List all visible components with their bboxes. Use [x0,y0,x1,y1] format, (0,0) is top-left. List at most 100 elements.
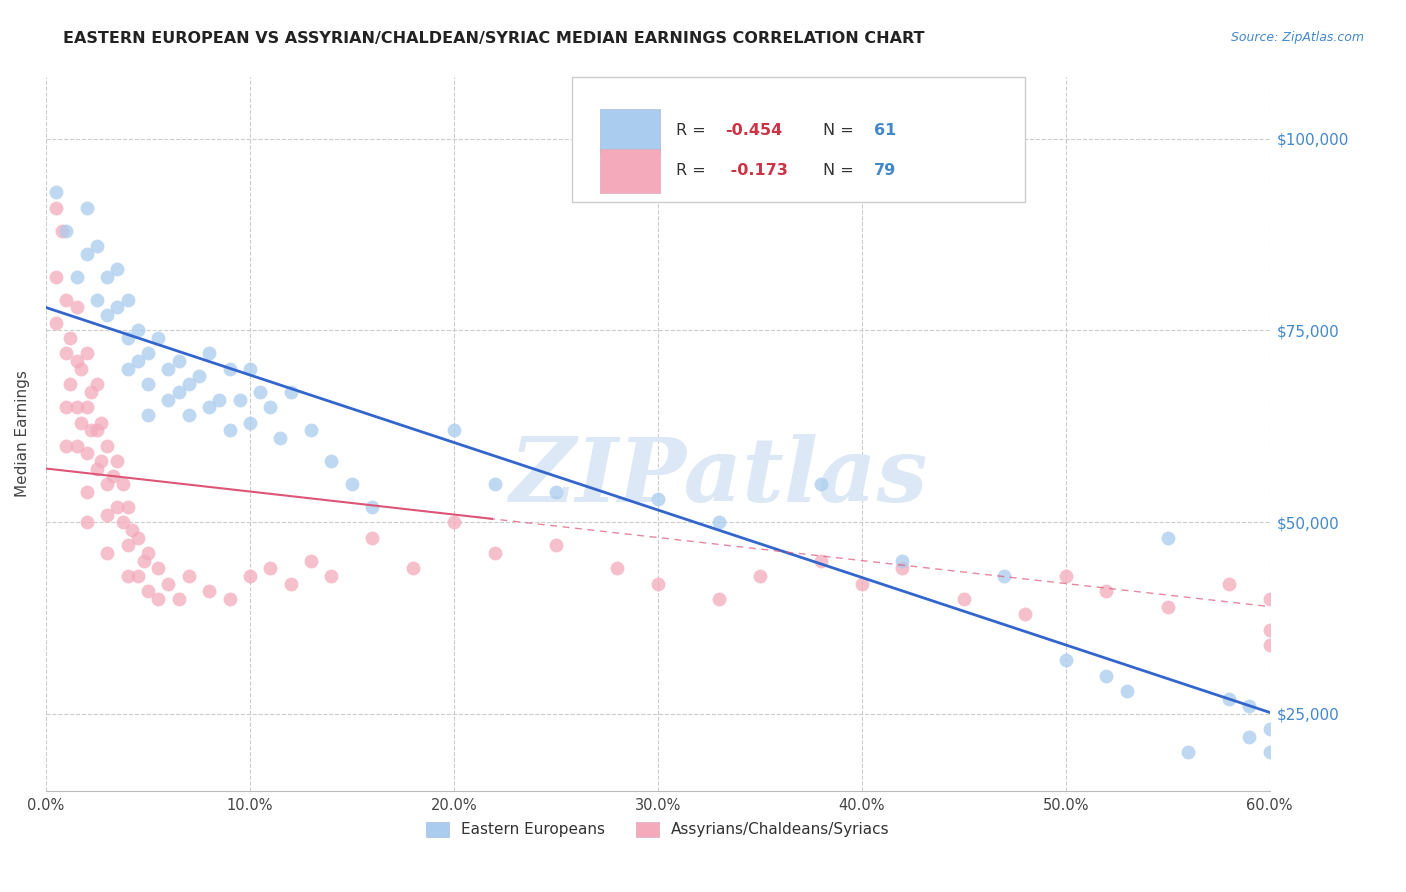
Point [65,354,87,368]
Point [361,531,384,545]
Point [45,269,67,284]
Point [86,239,108,253]
FancyBboxPatch shape [572,78,1025,202]
Point [198,584,221,599]
Point [112,476,135,491]
Point [146,561,169,575]
Text: 79: 79 [875,163,897,178]
Point [1258,638,1281,652]
Point [127,324,149,338]
Point [69,361,91,376]
Point [90,454,112,468]
Text: -0.173: -0.173 [725,163,787,178]
Point [136,546,159,560]
Point [45,186,67,200]
Point [993,569,1015,583]
Point [105,301,128,315]
Point [1156,599,1178,614]
Point [647,576,669,591]
Point [136,584,159,599]
Point [299,423,322,437]
Point [96,546,118,560]
Point [96,508,118,522]
Point [1014,607,1036,622]
Legend: Eastern Europeans, Assyrians/Chaldeans/Syriacs: Eastern Europeans, Assyrians/Chaldeans/S… [420,816,896,844]
Y-axis label: Median Earnings: Median Earnings [15,370,30,498]
Point [340,476,363,491]
Point [167,591,190,606]
Point [228,392,250,407]
Point [65,400,87,414]
Point [127,354,149,368]
Point [76,201,98,215]
Point [239,569,262,583]
Point [218,361,240,376]
Point [198,400,221,414]
Point [76,515,98,529]
Point [51,224,73,238]
Point [1156,531,1178,545]
Point [891,553,914,567]
Point [76,247,98,261]
Point [851,576,873,591]
Point [1095,584,1118,599]
Text: N =: N = [823,163,859,178]
Point [198,346,221,360]
Point [1218,576,1240,591]
Point [1237,730,1260,744]
Point [1054,569,1077,583]
Point [65,301,87,315]
Point [59,377,82,392]
Point [136,408,159,422]
Point [218,591,240,606]
Point [239,416,262,430]
Point [606,561,628,575]
Point [117,331,139,345]
Point [177,377,200,392]
Point [112,515,135,529]
Point [69,416,91,430]
Point [127,569,149,583]
Point [259,400,281,414]
Point [810,476,832,491]
Point [157,392,180,407]
Point [1054,653,1077,667]
Point [45,201,67,215]
Point [208,392,231,407]
Point [952,591,974,606]
Point [80,384,103,399]
Point [177,408,200,422]
Point [90,416,112,430]
Point [361,500,384,514]
Point [132,553,155,567]
Point [1095,668,1118,682]
Text: -0.454: -0.454 [725,123,782,138]
Point [96,269,118,284]
Point [76,400,98,414]
Point [117,293,139,307]
Text: R =: R = [676,123,711,138]
Point [280,384,302,399]
Point [269,431,291,445]
Point [443,515,465,529]
Point [80,423,103,437]
Point [96,476,118,491]
Point [647,492,669,507]
Point [76,346,98,360]
Text: Source: ZipAtlas.com: Source: ZipAtlas.com [1230,31,1364,45]
Point [167,354,190,368]
Point [146,331,169,345]
Point [891,561,914,575]
FancyBboxPatch shape [600,109,661,153]
Point [136,377,159,392]
Point [321,454,343,468]
Point [117,361,139,376]
FancyBboxPatch shape [600,149,661,193]
Text: N =: N = [823,123,859,138]
Text: R =: R = [676,163,711,178]
Point [105,262,128,277]
Point [117,538,139,552]
Point [299,553,322,567]
Point [105,454,128,468]
Point [127,531,149,545]
